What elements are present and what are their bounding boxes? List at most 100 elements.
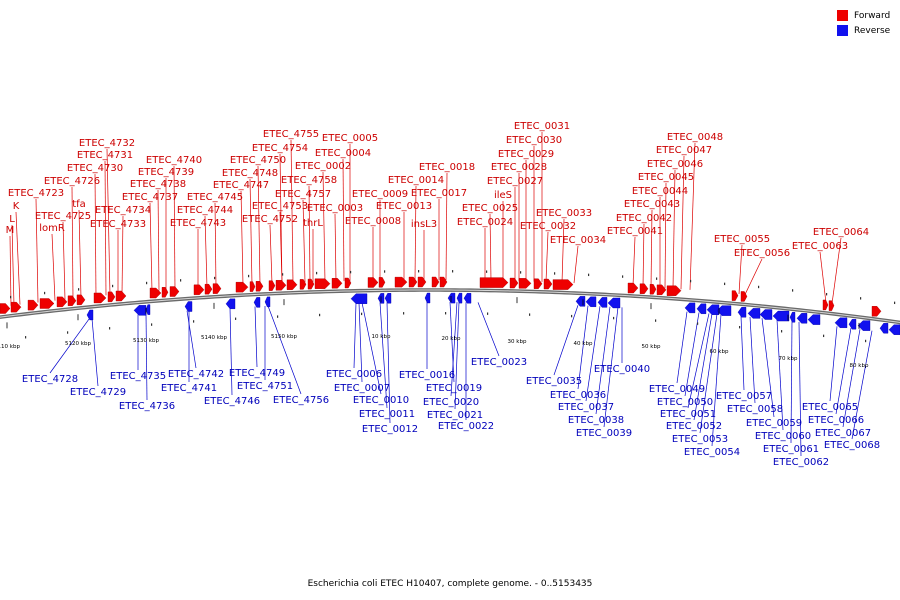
forward-gene-arrow xyxy=(76,294,86,306)
forward-gene-arrow xyxy=(299,279,307,290)
forward-gene-label: ETEC_0032 xyxy=(520,221,576,232)
minor-tick-mark xyxy=(248,274,250,278)
forward-gene-arrow xyxy=(275,280,287,291)
reverse-gene-label: ETEC_0060 xyxy=(755,431,811,442)
forward-gene-arrow xyxy=(255,281,264,292)
forward-gene-label: ETEC_0005 xyxy=(322,133,378,144)
forward-gene-arrow xyxy=(27,299,39,311)
reverse-gene-label: ETEC_0054 xyxy=(684,447,740,458)
forward-gene-label: ETEC_4730 xyxy=(67,163,123,174)
forward-gene-arrow xyxy=(212,283,222,294)
forward-gene-arrow xyxy=(666,285,682,296)
forward-leader-line xyxy=(173,165,176,290)
forward-leader-line xyxy=(342,158,345,282)
reverse-leader-line xyxy=(687,313,710,409)
forward-gene-arrow xyxy=(0,303,11,314)
reverse-gene-label: ETEC_0016 xyxy=(399,370,455,381)
forward-gene-label: ETEC_4731 xyxy=(77,150,133,161)
scale-tick-label: 50 kbp xyxy=(642,344,661,350)
reverse-gene-arrow xyxy=(585,296,597,307)
forward-gene-arrow xyxy=(10,301,22,313)
scale-tick-label: 30 kbp xyxy=(508,339,527,345)
scale-tick-label: 5120 kbp xyxy=(65,341,91,347)
reverse-gene-arrow xyxy=(684,302,696,314)
minor-tick-mark xyxy=(487,312,489,315)
forward-gene-label: ETEC_0024 xyxy=(457,217,513,228)
minor-tick-mark xyxy=(316,271,318,275)
forward-leader-line xyxy=(269,224,273,284)
reverse-leader-line xyxy=(585,306,601,402)
forward-gene-arrow xyxy=(552,279,574,290)
minor-tick-mark xyxy=(792,289,794,292)
forward-leader-line xyxy=(279,153,283,284)
reverse-gene-arrow xyxy=(834,317,848,328)
forward-gene-label: lomR xyxy=(39,223,65,234)
forward-leader-line xyxy=(445,172,448,281)
genome-backbone-highlight xyxy=(0,289,900,323)
reverse-gene-arrow xyxy=(597,297,608,308)
genome-caption: Escherichia coli ETEC H10407, complete g… xyxy=(307,579,593,589)
forward-gene-label: ETEC_4733 xyxy=(90,219,146,230)
reverse-gene-label: ETEC_0061 xyxy=(763,444,819,455)
minor-tick-mark xyxy=(67,331,69,334)
forward-gene-arrow xyxy=(149,287,162,299)
forward-gene-arrow xyxy=(378,277,386,288)
minor-tick-mark xyxy=(350,270,352,274)
reverse-gene-label: ETEC_0050 xyxy=(657,397,713,408)
forward-gene-label: ETEC_0041 xyxy=(607,226,663,237)
forward-gene-arrow xyxy=(439,276,448,288)
reverse-leader-line xyxy=(186,310,197,369)
forward-gene-label: ETEC_4758 xyxy=(281,175,337,186)
forward-gene-label: tfa xyxy=(72,199,86,210)
forward-leader-line xyxy=(106,148,111,296)
forward-gene-arrow xyxy=(639,283,649,294)
forward-leader-line xyxy=(204,215,208,288)
reverse-leader-line xyxy=(798,321,802,457)
minor-tick-mark xyxy=(403,312,405,315)
reverse-gene-label: ETEC_0049 xyxy=(649,384,705,395)
reverse-gene-label: ETEC_0068 xyxy=(824,440,880,451)
scale-tick-label: 5150 kbp xyxy=(271,334,297,340)
forward-leader-line xyxy=(334,213,337,282)
forward-gene-label: ETEC_4737 xyxy=(122,192,178,203)
reverse-gene-label: ETEC_0058 xyxy=(727,404,783,415)
reverse-leader-line xyxy=(684,312,700,397)
reverse-leader-line xyxy=(477,302,500,357)
forward-gene-label: ETEC_0004 xyxy=(315,148,371,159)
forward-leader-line xyxy=(104,160,107,296)
forward-gene-label: ETEC_4755 xyxy=(263,129,319,140)
scale-tick-label: 70 kbp xyxy=(779,356,798,362)
minor-tick-mark xyxy=(445,312,447,315)
forward-leader-line xyxy=(78,209,82,298)
reverse-gene-label: ETEC_0051 xyxy=(660,409,716,420)
reverse-leader-line xyxy=(603,307,619,428)
forward-leader-line xyxy=(308,185,311,283)
reverse-gene-arrow xyxy=(575,296,586,307)
reverse-leader-line xyxy=(790,321,793,444)
minor-tick-mark xyxy=(44,291,46,295)
reverse-gene-label: ETEC_0039 xyxy=(576,428,632,439)
forward-gene-label: ETEC_4750 xyxy=(230,155,286,166)
scale-tick-label: 5110 kbp xyxy=(0,344,20,350)
reverse-gene-label: ETEC_0012 xyxy=(362,424,418,435)
reverse-leader-line xyxy=(595,306,611,415)
forward-leader-line xyxy=(62,221,66,300)
reverse-gene-label: ETEC_0062 xyxy=(773,457,829,468)
forward-gene-label: ETEC_0048 xyxy=(667,132,723,143)
reverse-gene-arrow xyxy=(86,309,94,321)
forward-gene-label: ETEC_0063 xyxy=(792,241,848,252)
forward-gene-label: ETEC_4738 xyxy=(130,179,186,190)
minor-tick-mark xyxy=(724,282,726,286)
forward-leader-line xyxy=(94,173,97,297)
minor-tick-mark xyxy=(146,281,148,285)
reverse-gene-label: ETEC_0021 xyxy=(427,410,483,421)
scale-tick-label: 40 kbp xyxy=(574,341,593,347)
reverse-gene-arrow xyxy=(796,313,808,324)
minor-tick-mark xyxy=(112,284,114,288)
reverse-leader-line xyxy=(454,302,460,410)
reverse-leader-line xyxy=(553,305,579,376)
forward-gene-label: ETEC_0055 xyxy=(714,234,770,245)
forward-gene-arrow xyxy=(314,278,331,289)
reverse-gene-label: ETEC_0052 xyxy=(666,421,722,432)
forward-leader-line xyxy=(545,231,549,282)
